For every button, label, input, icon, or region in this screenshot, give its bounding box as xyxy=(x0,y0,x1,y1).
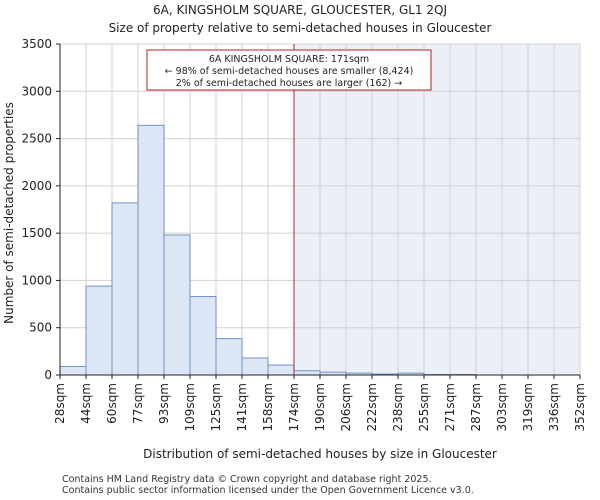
chart-title-address: 6A, KINGSHOLM SQUARE, GLOUCESTER, GL1 2Q… xyxy=(153,3,447,17)
histogram-bar xyxy=(267,364,295,376)
footer-copyright: Contains HM Land Registry data © Crown c… xyxy=(62,474,432,485)
annotation-box xyxy=(146,49,432,91)
histogram-bar xyxy=(189,296,217,376)
x-tick-label: 271sqm xyxy=(443,383,457,431)
x-tick-label: 109sqm xyxy=(183,383,197,431)
y-tick-label: 1000 xyxy=(21,273,52,287)
histogram-bar xyxy=(293,370,321,376)
y-tick-label: 1500 xyxy=(21,226,52,240)
footer-licence: Contains public sector information licen… xyxy=(62,485,474,496)
y-tick-label: 0 xyxy=(44,368,52,382)
x-tick-label: 158sqm xyxy=(261,383,275,431)
annotation-text: ← 98% of semi-detached houses are smalle… xyxy=(165,66,414,77)
y-tick-label: 3000 xyxy=(21,84,52,98)
histogram-bar xyxy=(163,234,191,376)
x-tick-label: 303sqm xyxy=(495,383,509,431)
histogram-bar xyxy=(59,365,87,376)
x-axis-label: Distribution of semi-detached houses by … xyxy=(143,447,497,461)
x-tick-label: 352sqm xyxy=(573,383,587,431)
x-tick-label: 28sqm xyxy=(53,383,67,424)
y-tick-label: 2500 xyxy=(21,132,52,146)
histogram-bar xyxy=(137,124,165,376)
annotation-text: 6A KINGSHOLM SQUARE: 171sqm xyxy=(209,54,369,65)
y-tick-label: 500 xyxy=(29,321,52,335)
x-tick-label: 319sqm xyxy=(521,383,535,431)
x-tick-label: 141sqm xyxy=(235,383,249,431)
histogram-chart: 0 500 1000 1500 2000 2500 3000 3500 28sqm 44sqm 60… xyxy=(21,37,587,461)
larger-region-shade xyxy=(294,44,580,375)
x-tick-label: 206sqm xyxy=(339,383,353,431)
annotation-text: 2% of semi-detached houses are larger (1… xyxy=(176,78,403,89)
histogram-bar xyxy=(111,202,139,376)
histogram-bar xyxy=(85,285,113,376)
x-tick-label: 336sqm xyxy=(547,383,561,431)
histogram-bar xyxy=(215,338,243,376)
x-tick-label: 60sqm xyxy=(105,383,119,424)
x-tick-label: 77sqm xyxy=(131,383,145,424)
x-tick-label: 174sqm xyxy=(287,383,301,431)
y-tick-label: 2000 xyxy=(21,179,52,193)
x-tick-label: 125sqm xyxy=(209,383,223,431)
x-tick-label: 287sqm xyxy=(469,383,483,431)
y-tick-label: 3500 xyxy=(21,37,52,51)
histogram-bar xyxy=(241,357,269,376)
x-tick-label: 255sqm xyxy=(417,383,431,431)
x-tick-label: 44sqm xyxy=(79,383,93,424)
x-tick-label: 238sqm xyxy=(391,383,405,431)
chart-title: Size of property relative to semi-detach… xyxy=(108,21,492,35)
x-tick-label: 222sqm xyxy=(365,383,379,431)
x-tick-label: 190sqm xyxy=(313,383,327,431)
x-tick-label: 93sqm xyxy=(157,383,171,424)
